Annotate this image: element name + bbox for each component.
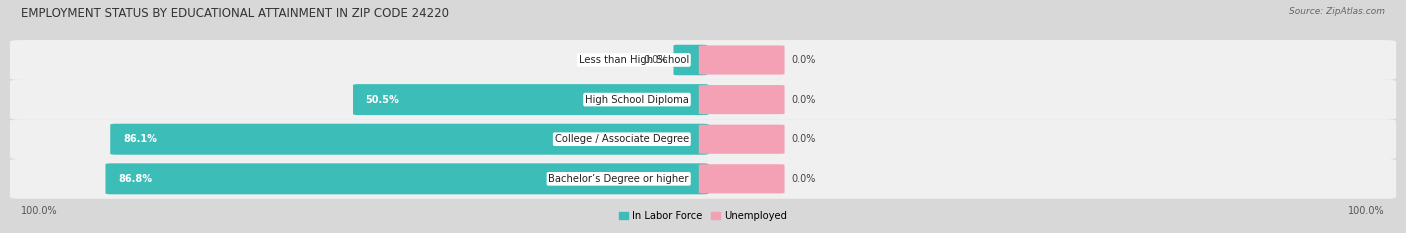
Text: College / Associate Degree: College / Associate Degree xyxy=(555,134,689,144)
FancyBboxPatch shape xyxy=(10,119,1396,159)
Text: 0.0%: 0.0% xyxy=(792,95,815,105)
Text: Less than High School: Less than High School xyxy=(579,55,689,65)
Text: 100.0%: 100.0% xyxy=(1348,206,1385,216)
FancyBboxPatch shape xyxy=(105,163,709,194)
Text: Source: ZipAtlas.com: Source: ZipAtlas.com xyxy=(1289,7,1385,16)
Text: 100.0%: 100.0% xyxy=(21,206,58,216)
Text: Bachelor’s Degree or higher: Bachelor’s Degree or higher xyxy=(548,174,689,184)
FancyBboxPatch shape xyxy=(699,45,785,75)
FancyBboxPatch shape xyxy=(10,40,1396,80)
Text: 0.0%: 0.0% xyxy=(792,174,815,184)
FancyBboxPatch shape xyxy=(699,164,785,193)
FancyBboxPatch shape xyxy=(673,45,707,75)
Text: High School Diploma: High School Diploma xyxy=(585,95,689,105)
Text: 0.0%: 0.0% xyxy=(792,134,815,144)
Text: EMPLOYMENT STATUS BY EDUCATIONAL ATTAINMENT IN ZIP CODE 24220: EMPLOYMENT STATUS BY EDUCATIONAL ATTAINM… xyxy=(21,7,449,20)
Legend: In Labor Force, Unemployed: In Labor Force, Unemployed xyxy=(619,211,787,221)
Text: 0.0%: 0.0% xyxy=(792,55,815,65)
FancyBboxPatch shape xyxy=(10,159,1396,199)
Text: 50.5%: 50.5% xyxy=(366,95,399,105)
FancyBboxPatch shape xyxy=(110,124,709,155)
Text: 0.0%: 0.0% xyxy=(644,55,668,65)
FancyBboxPatch shape xyxy=(699,125,785,154)
Text: 86.8%: 86.8% xyxy=(118,174,152,184)
FancyBboxPatch shape xyxy=(353,84,709,115)
FancyBboxPatch shape xyxy=(10,80,1396,120)
Text: 86.1%: 86.1% xyxy=(122,134,157,144)
FancyBboxPatch shape xyxy=(699,85,785,114)
